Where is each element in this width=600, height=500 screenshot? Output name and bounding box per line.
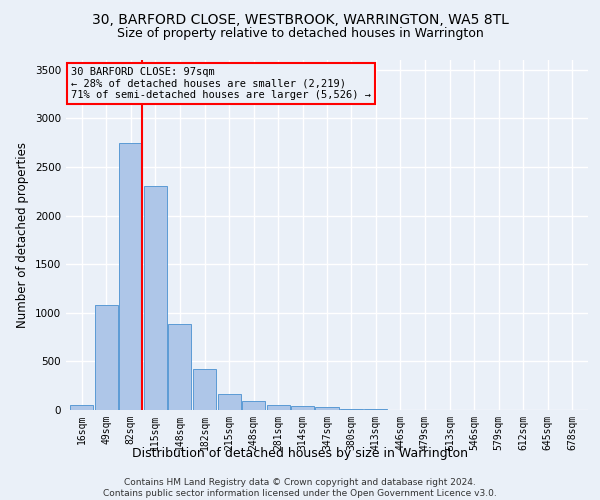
Text: Contains HM Land Registry data © Crown copyright and database right 2024.
Contai: Contains HM Land Registry data © Crown c… — [103, 478, 497, 498]
Bar — [70, 405, 94, 410]
Text: Distribution of detached houses by size in Warrington: Distribution of detached houses by size … — [132, 448, 468, 460]
Bar — [242, 401, 265, 410]
Y-axis label: Number of detached properties: Number of detached properties — [16, 142, 29, 328]
Bar — [364, 409, 388, 410]
Bar — [143, 186, 167, 410]
Bar — [316, 407, 338, 410]
Bar — [340, 408, 363, 410]
Text: 30, BARFORD CLOSE, WESTBROOK, WARRINGTON, WA5 8TL: 30, BARFORD CLOSE, WESTBROOK, WARRINGTON… — [92, 12, 508, 26]
Text: Size of property relative to detached houses in Warrington: Size of property relative to detached ho… — [116, 28, 484, 40]
Bar — [193, 369, 217, 410]
Bar — [291, 406, 314, 410]
Text: 30 BARFORD CLOSE: 97sqm
← 28% of detached houses are smaller (2,219)
71% of semi: 30 BARFORD CLOSE: 97sqm ← 28% of detache… — [71, 67, 371, 100]
Bar — [266, 404, 290, 410]
Bar — [168, 324, 191, 410]
Bar — [95, 305, 118, 410]
Bar — [119, 142, 142, 410]
Bar — [218, 394, 241, 410]
